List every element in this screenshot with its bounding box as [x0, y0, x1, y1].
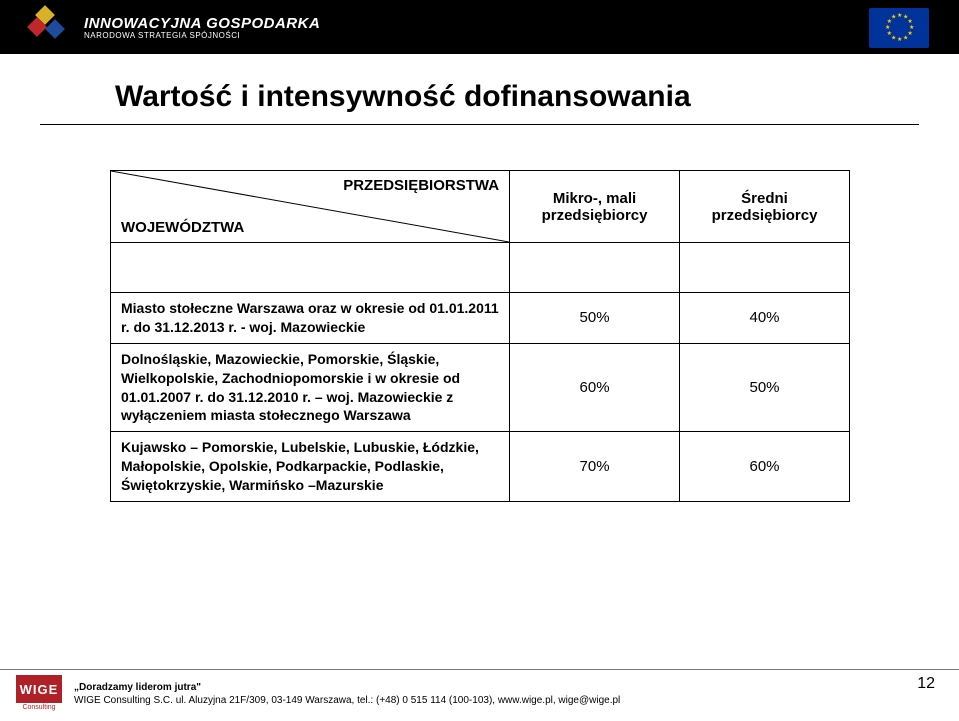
table-row: Miasto stołeczne Warszawa oraz w okresie…	[111, 293, 850, 344]
table-header-row: PRZEDSIĘBIORSTWA WOJEWÓDZTWA Mikro-, mal…	[111, 171, 850, 243]
row-label: Kujawsko – Pomorskie, Lubelskie, Lubuski…	[111, 432, 510, 502]
logo-line1: INNOWACYJNA GOSPODARKA	[84, 16, 320, 32]
cell-value: 40%	[680, 293, 850, 344]
row-label: Miasto stołeczne Warszawa oraz w okresie…	[111, 293, 510, 344]
wige-logo-box: WIGE	[16, 675, 62, 703]
diag-header-bottom: WOJEWÓDZTWA	[121, 219, 244, 236]
page-title: Wartość i intensywność dofinansowania	[115, 80, 691, 114]
wige-logo-sub: Consulting	[16, 704, 62, 711]
cell-value: 60%	[510, 343, 680, 432]
eu-flag-icon: ★ ★ ★ ★ ★ ★ ★ ★ ★ ★ ★ ★	[869, 8, 929, 48]
logo-text: INNOWACYJNA GOSPODARKA NARODOWA STRATEGI…	[84, 16, 320, 40]
cell-value: 60%	[680, 432, 850, 502]
footer-contact: WIGE Consulting S.C. ul. Aluzyjna 21F/30…	[74, 694, 620, 707]
page-number: 12	[917, 675, 935, 693]
footer-text: „Doradzamy liderom jutra" WIGE Consultin…	[74, 681, 620, 707]
row-label: Dolnośląskie, Mazowieckie, Pomorskie, Śl…	[111, 343, 510, 432]
logo-cubes-icon	[30, 8, 74, 48]
top-bar: INNOWACYJNA GOSPODARKA NARODOWA STRATEGI…	[0, 0, 959, 58]
footer: WIGE Consulting „Doradzamy liderom jutra…	[0, 669, 959, 721]
cell-value: 50%	[510, 293, 680, 344]
diagonal-header-cell: PRZEDSIĘBIORSTWA WOJEWÓDZTWA	[111, 171, 510, 243]
table-row: Kujawsko – Pomorskie, Lubelskie, Lubuski…	[111, 432, 850, 502]
col-header-1: Mikro-, mali przedsiębiorcy	[510, 171, 680, 243]
funding-table: PRZEDSIĘBIORSTWA WOJEWÓDZTWA Mikro-, mal…	[110, 170, 850, 502]
col-header-2: Średni przedsiębiorcy	[680, 171, 850, 243]
spacer-row	[111, 243, 850, 293]
program-logo: INNOWACYJNA GOSPODARKA NARODOWA STRATEGI…	[30, 8, 320, 48]
table-row: Dolnośląskie, Mazowieckie, Pomorskie, Śl…	[111, 343, 850, 432]
cell-value: 50%	[680, 343, 850, 432]
diag-header-top: PRZEDSIĘBIORSTWA	[343, 177, 499, 194]
wige-logo: WIGE Consulting	[16, 675, 62, 713]
footer-rule	[0, 669, 959, 670]
title-underline	[40, 124, 919, 125]
logo-line2: NARODOWA STRATEGIA SPÓJNOŚCI	[84, 32, 320, 40]
footer-motto: „Doradzamy liderom jutra"	[74, 681, 620, 694]
cell-value: 70%	[510, 432, 680, 502]
